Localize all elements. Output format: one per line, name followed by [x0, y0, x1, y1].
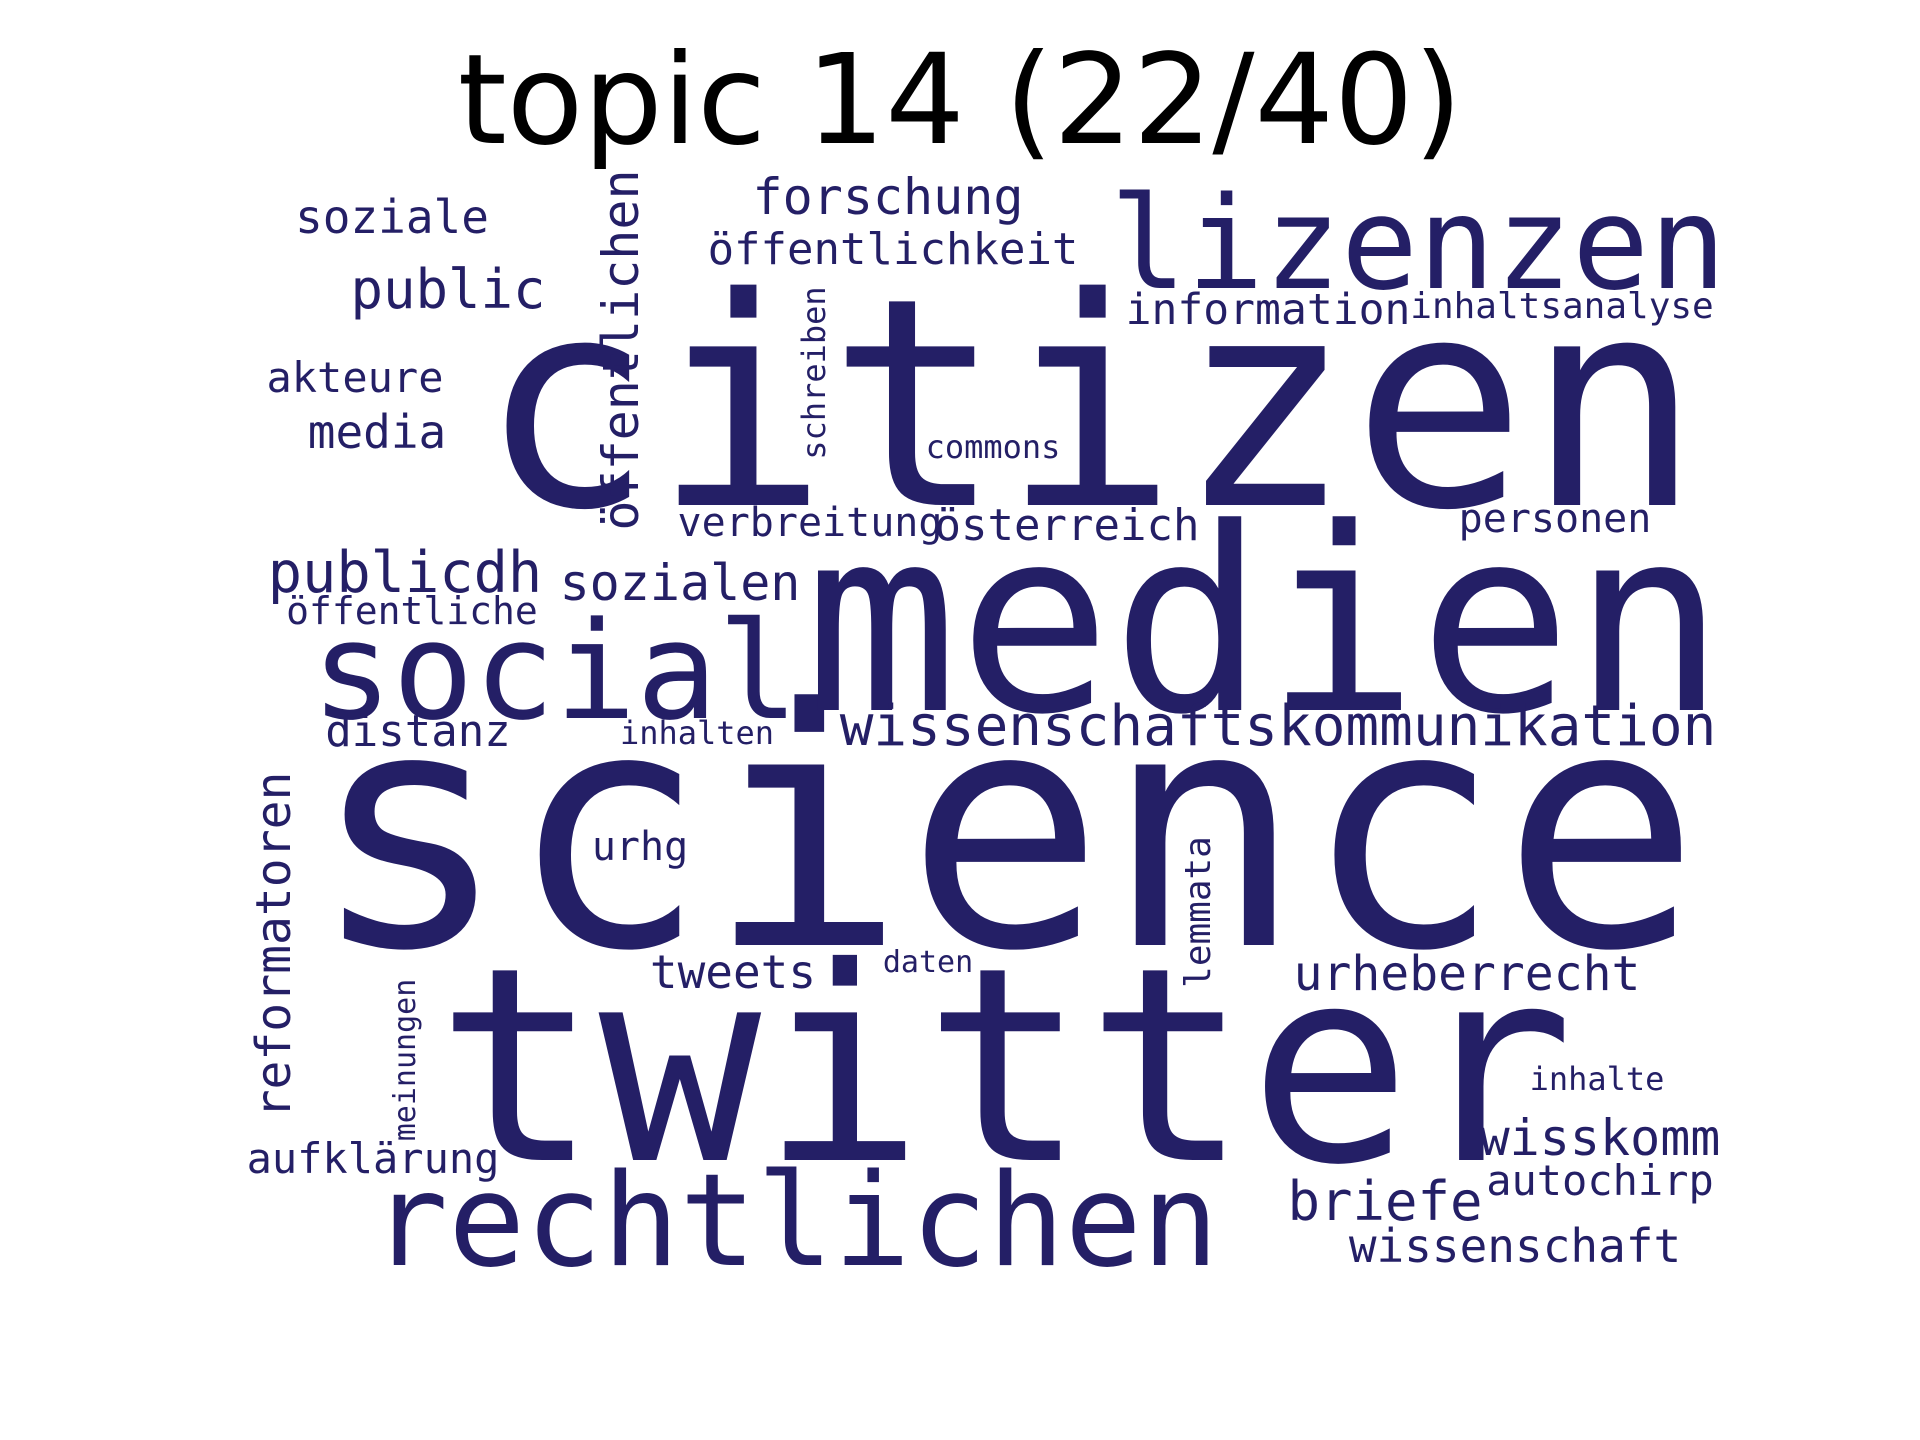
word-social: social: [311, 593, 799, 750]
word-forschung: forschung: [753, 168, 1024, 226]
word-publicdh: publicdh: [268, 540, 543, 606]
word-soziale: soziale: [295, 190, 489, 244]
word-inhaltsanalyse: inhaltsanalyse: [1410, 286, 1713, 327]
word-commons: commons: [926, 428, 1061, 466]
word-verbreitung: verbreitung: [678, 500, 943, 546]
word-reformatoren: reformatoren: [246, 772, 302, 1119]
word-urheberrecht: urheberrecht: [1294, 946, 1641, 1002]
word-wissenschaft: wissenschaft: [1349, 1219, 1681, 1273]
word-öffentlichen: öffentlichen: [592, 169, 650, 530]
word-twitter: twitter: [436, 909, 1574, 1224]
word-media: media: [308, 405, 446, 459]
word-lemmata: lemmata: [1178, 836, 1219, 988]
word-öffentlichkeit: öffentlichkeit: [708, 224, 1079, 275]
word-tweets: tweets: [650, 945, 816, 999]
word-meinungen: meinungen: [388, 979, 423, 1142]
word-akteure: akteure: [266, 353, 443, 402]
word-österreich: österreich: [935, 500, 1200, 551]
topic-title: topic 14 (22/40): [457, 28, 1463, 173]
word-wissenschaftskommunikation: wissenschaftskommunikation: [840, 694, 1717, 759]
word-citizen: citizen: [479, 237, 1701, 574]
word-inhalten: inhalten: [620, 714, 774, 752]
word-autochirp: autochirp: [1486, 1156, 1714, 1205]
word-medien: medien: [804, 474, 1725, 771]
word-lizenzen: lizenzen: [1110, 170, 1727, 319]
word-öffentliche: öffentliche: [286, 589, 538, 633]
word-public: public: [350, 258, 545, 321]
word-distanz: distanz: [325, 706, 510, 757]
word-personen: personen: [1459, 496, 1652, 542]
word-rechtlichen: rechtlichen: [371, 1147, 1219, 1296]
word-science: science: [310, 639, 1701, 1023]
word-information: information: [1126, 285, 1411, 335]
word-inhalte: inhalte: [1530, 1060, 1665, 1098]
word-briefe: briefe: [1287, 1170, 1482, 1233]
word-schreiben: schreiben: [795, 286, 833, 459]
word-urhg: urhg: [592, 824, 688, 870]
word-sozialen: sozialen: [560, 554, 801, 612]
word-aufklärung: aufklärung: [247, 1134, 500, 1183]
word-wisskomm: wisskomm: [1480, 1109, 1721, 1167]
word-daten: daten: [883, 945, 973, 980]
